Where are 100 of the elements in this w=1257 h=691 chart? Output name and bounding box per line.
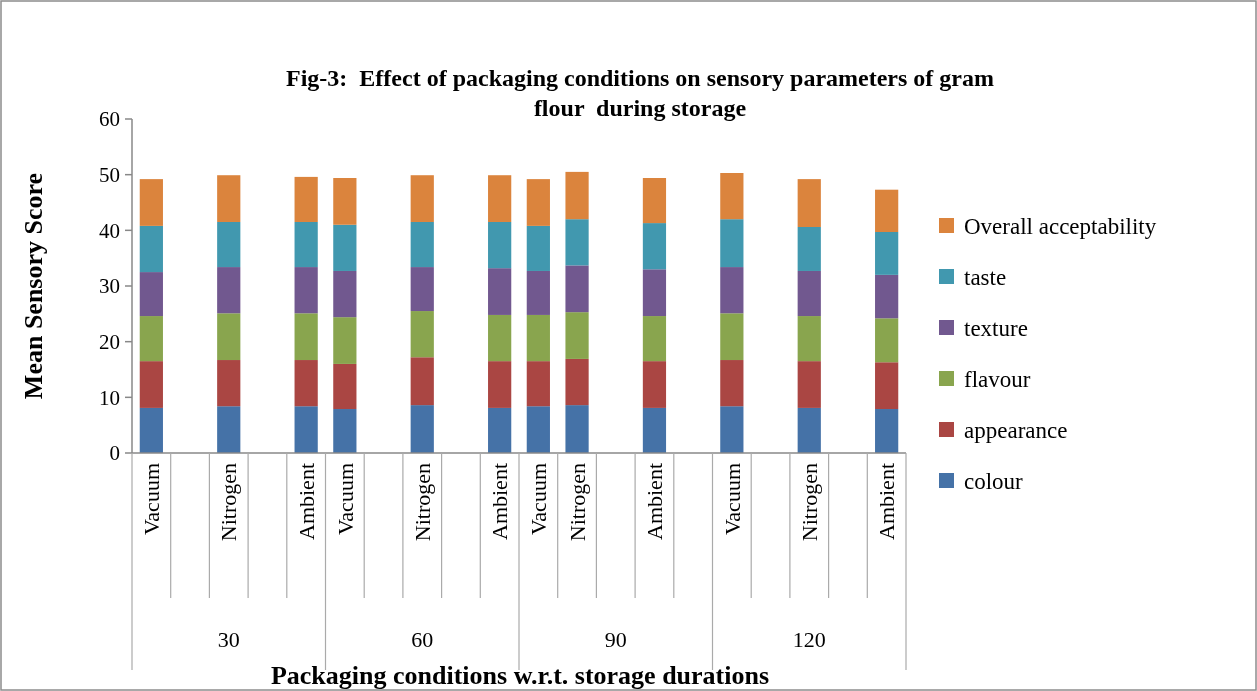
bar [294,313,318,361]
bar [333,317,357,364]
x-tick-label: Nitrogen [564,463,590,542]
bar [294,406,318,453]
x-tick-label: Ambient [293,463,319,540]
text: 30 [217,627,240,652]
x-tick-label: Ambient [487,463,513,540]
bar [797,270,821,317]
bar [294,176,318,222]
x-tick-label: Vacuum [139,463,165,536]
bar [217,360,241,407]
bar [410,221,434,268]
bar [565,405,589,453]
bar [565,265,589,313]
bar [139,361,163,408]
y-tick-label: 40 [99,218,120,243]
y-tick-label: 10 [99,385,120,410]
bar [797,316,821,362]
bar [526,225,550,271]
x-tick-label: Nitrogen [409,463,435,542]
y-tick-label: 60 [99,107,120,132]
x-tick-label: Nitrogen [796,463,822,542]
bar [333,178,357,225]
chart-title: Fig-3: Effect of packaging conditions on sensory parameters of gram flour during storage [286,65,994,121]
y-tick-label: 50 [99,163,120,188]
bar [410,311,434,358]
bar [139,225,163,273]
bar [875,232,899,275]
bar [565,171,589,220]
bar [333,224,357,271]
bar [488,175,512,222]
bar [488,314,512,362]
bar [720,406,744,453]
bar [720,267,744,314]
bar [720,360,744,407]
bar [526,314,550,362]
x-axis-title: Packaging conditions w.r.t. storage durations [270,661,770,690]
bar [294,360,318,407]
bar [333,409,357,453]
y-axis-title: Mean Sensory Score [19,172,48,400]
bar [410,267,434,312]
bar [875,362,899,410]
y-tick-label: 30 [99,274,120,299]
x-tick-label: Vacuum [332,463,358,536]
bar [217,406,241,453]
bar [488,407,512,453]
bar [642,407,667,453]
bar [797,407,821,453]
bar [642,269,667,317]
bar [488,268,512,315]
bar [294,267,318,314]
bar [720,219,744,268]
x-tick-label: Vacuum [526,463,552,536]
bar [139,179,163,226]
x-tick-label: Vacuum [719,463,745,536]
bar [410,357,434,406]
text: 120 [792,627,826,652]
bar [217,221,241,268]
legend-label: flavour [964,367,1031,393]
x-tick-label: Ambient [874,463,900,540]
bar [139,316,163,362]
y-tick-label: 0 [109,441,120,466]
bar [875,409,899,453]
bar [797,179,821,227]
bar [139,272,163,317]
legend-label: colour [964,469,1024,495]
bar [217,313,241,361]
bar [526,406,550,453]
bar [333,270,357,318]
legend-label: taste [964,265,1007,291]
legend-label: texture [964,316,1028,342]
x-tick-label: Nitrogen [216,463,242,542]
bar [875,274,899,319]
bar [875,189,899,232]
bar [797,226,821,271]
bar [720,313,744,361]
bar [642,178,667,224]
bar [797,361,821,408]
legend-label: appearance [964,418,1068,444]
bar [217,175,241,222]
bar [565,312,589,359]
bar [642,361,667,408]
text: 60 [411,627,434,652]
bar [565,358,589,406]
bar [139,407,163,453]
bar [565,219,589,266]
bar [294,221,318,268]
bar [642,223,667,270]
x-tick-label: Ambient [642,463,668,540]
text: 90 [604,627,627,652]
bar [720,173,744,220]
legend-label: Overall acceptability [964,214,1157,240]
bar [526,270,550,315]
bar [488,221,512,269]
bar [642,316,667,362]
bar [217,267,241,314]
bar [526,179,550,226]
y-tick-label: 20 [99,330,120,355]
bar [526,361,550,407]
bar [410,405,434,453]
